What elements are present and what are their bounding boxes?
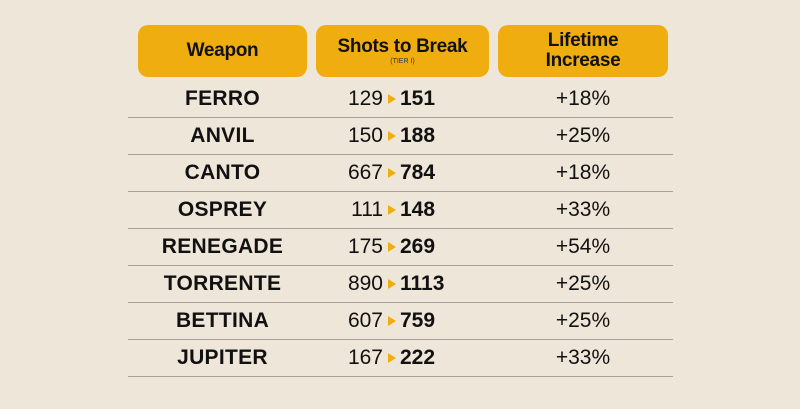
- shots-old: 890: [347, 272, 383, 295]
- weapon-name: RENEGADE: [161, 235, 284, 258]
- shots-old: 150: [347, 124, 383, 147]
- shots-old: 607: [347, 309, 383, 332]
- shots-new: 759: [400, 309, 436, 332]
- arrow-right-icon: [388, 316, 396, 326]
- lifetime-increase: +54%: [555, 235, 611, 258]
- arrow-right-icon: [388, 279, 396, 289]
- table-row: RENEGADE 175 269 +54%: [128, 229, 673, 266]
- shots-cell: 667 784: [316, 155, 489, 191]
- shots-old: 111: [351, 198, 383, 221]
- header-weapon: Weapon: [138, 25, 307, 77]
- lifetime-increase: +25%: [555, 309, 611, 332]
- header-lifetime-line1: Lifetime: [547, 30, 619, 51]
- shots-old: 175: [347, 235, 383, 258]
- weapon-name: TORRENTE: [163, 272, 282, 295]
- weapon-name: JUPITER: [177, 346, 268, 369]
- table-row: JUPITER 167 222 +33%: [128, 340, 673, 377]
- shots-old: 129: [347, 87, 383, 110]
- shots-new: 222: [400, 346, 436, 369]
- shots-cell: 175 269: [316, 229, 489, 265]
- lifetime-increase: +33%: [555, 346, 611, 369]
- shots-cell: 111 148: [316, 192, 489, 228]
- shots-cell: 150 188: [316, 118, 489, 154]
- weapon-name: ANVIL: [190, 124, 255, 147]
- arrow-right-icon: [388, 131, 396, 141]
- header-shots-label: Shots to Break: [337, 35, 468, 57]
- table-row: OSPREY 111 148 +33%: [128, 192, 673, 229]
- shots-old: 667: [347, 161, 383, 184]
- table-row: TORRENTE 890 1113 +25%: [128, 266, 673, 303]
- table-row: BETTINA 607 759 +25%: [128, 303, 673, 340]
- shots-new: 269: [400, 235, 436, 258]
- weapon-name: BETTINA: [175, 309, 270, 332]
- table-row: CANTO 667 784 +18%: [128, 155, 673, 192]
- header-lifetime-increase: Lifetime Increase: [498, 25, 668, 77]
- arrow-right-icon: [388, 205, 396, 215]
- shots-new: 188: [400, 124, 436, 147]
- shots-cell: 129 151: [316, 81, 489, 117]
- lifetime-increase: +25%: [555, 124, 611, 147]
- table-header: Weapon Shots to Break (TIER I) Lifetime …: [128, 25, 673, 77]
- table-row: ANVIL 150 188 +25%: [128, 118, 673, 155]
- lifetime-increase: +18%: [555, 87, 611, 110]
- weapon-name: CANTO: [184, 161, 261, 184]
- header-shots-sublabel: (TIER I): [390, 57, 415, 65]
- header-weapon-label: Weapon: [186, 40, 259, 61]
- table-row: FERRO 129 151 +18%: [128, 81, 673, 118]
- lifetime-increase: +25%: [555, 272, 611, 295]
- shots-new: 784: [400, 161, 436, 184]
- table-body: FERRO 129 151 +18% ANVIL 150 188 +25% CA…: [128, 81, 673, 377]
- weapon-name: OSPREY: [177, 198, 268, 221]
- arrow-right-icon: [388, 242, 396, 252]
- lifetime-increase: +33%: [555, 198, 611, 221]
- shots-cell: 890 1113: [316, 266, 489, 302]
- shots-new: 151: [400, 87, 436, 110]
- header-lifetime-line2: Increase: [545, 50, 621, 71]
- shots-new: 1113: [400, 272, 445, 295]
- weapon-name: FERRO: [185, 87, 260, 110]
- arrow-right-icon: [388, 353, 396, 363]
- header-shots-to-break: Shots to Break (TIER I): [316, 25, 489, 77]
- shots-cell: 167 222: [316, 340, 489, 376]
- shots-old: 167: [347, 346, 383, 369]
- shots-new: 148: [400, 198, 436, 221]
- arrow-right-icon: [388, 94, 396, 104]
- arrow-right-icon: [388, 168, 396, 178]
- lifetime-increase: +18%: [555, 161, 611, 184]
- shots-cell: 607 759: [316, 303, 489, 339]
